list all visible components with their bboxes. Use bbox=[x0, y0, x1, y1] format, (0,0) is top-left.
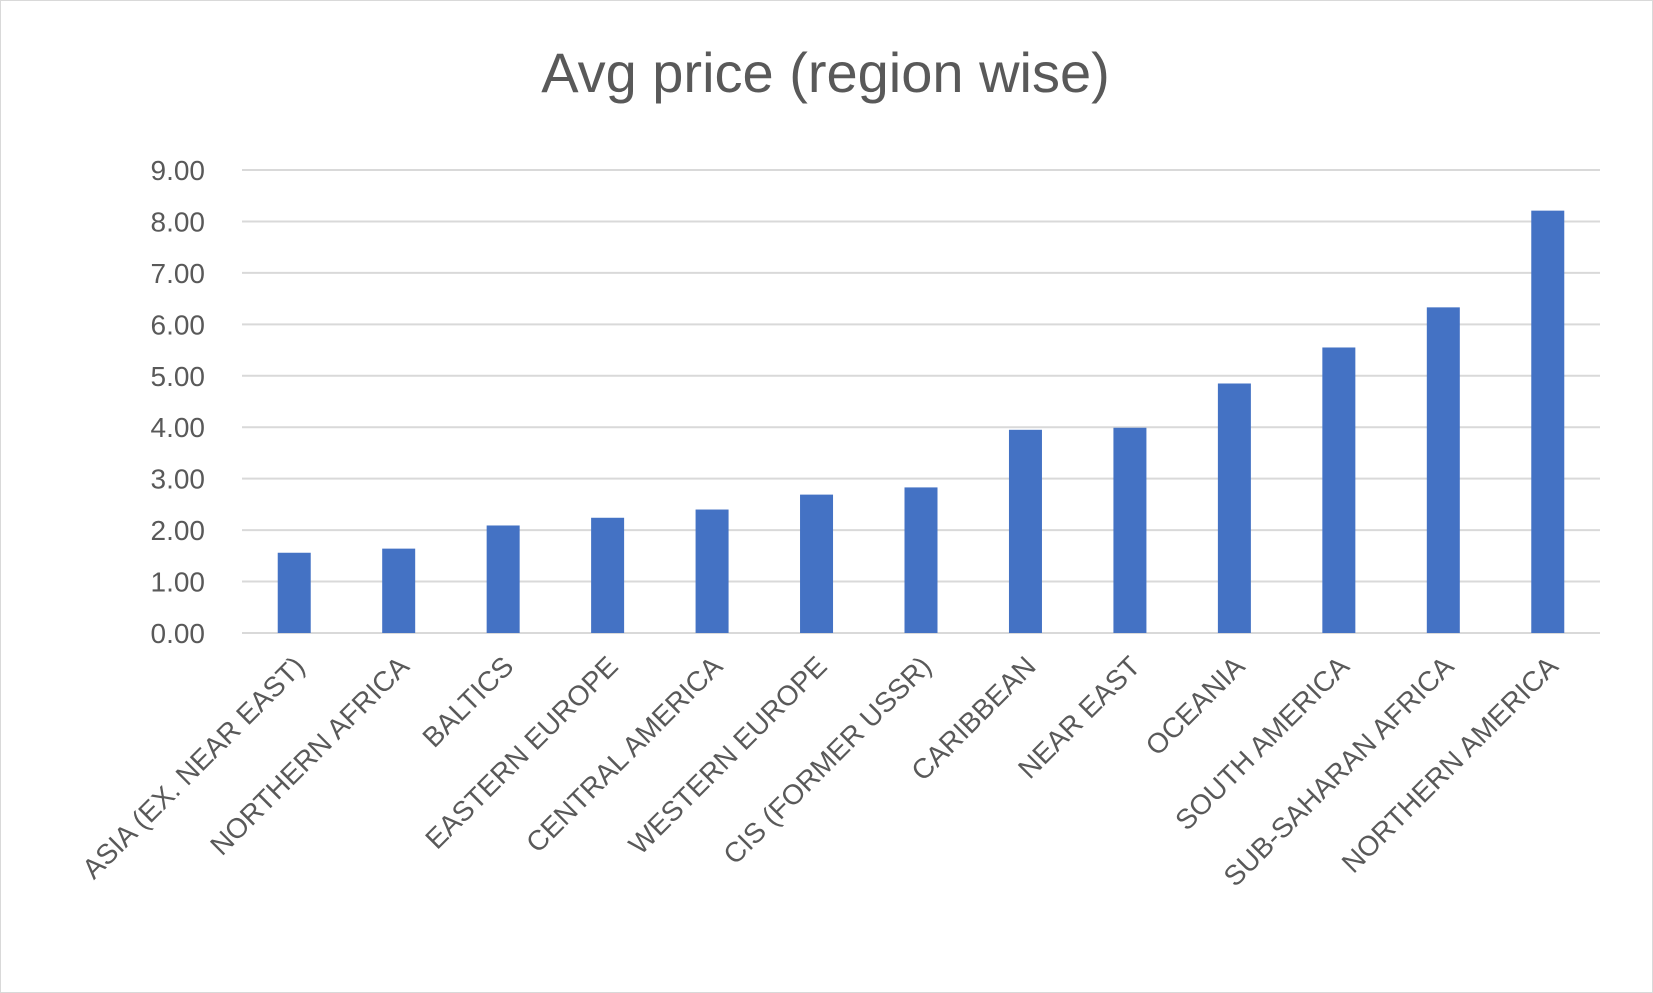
chart-title: Avg price (region wise) bbox=[541, 41, 1110, 104]
x-tick-label: NORTHERN AMERICA bbox=[1336, 650, 1565, 879]
y-axis-ticks: 0.00 1.00 2.00 3.00 4.00 5.00 6.00 7.00 8.00 9.00 bbox=[151, 155, 206, 649]
bar bbox=[486, 525, 520, 633]
bar bbox=[695, 509, 729, 633]
y-tick-label: 5.00 bbox=[151, 361, 206, 392]
bar bbox=[277, 552, 311, 633]
x-tick-label: BALTICS bbox=[416, 650, 519, 753]
bar bbox=[1217, 383, 1251, 633]
bar bbox=[800, 494, 834, 633]
x-axis-ticks: ASIA (EX. NEAR EAST)NORTHERN AFRICA BALTI… bbox=[76, 650, 1564, 892]
y-tick-label: 6.00 bbox=[151, 309, 206, 340]
y-tick-label: 7.00 bbox=[151, 258, 206, 289]
bar bbox=[904, 487, 938, 633]
y-tick-label: 8.00 bbox=[151, 206, 206, 237]
x-tick-label: CENTRAL AMERICA bbox=[520, 650, 728, 858]
bar bbox=[591, 517, 625, 633]
y-tick-label: 0.00 bbox=[151, 618, 206, 649]
bar bbox=[1113, 427, 1147, 633]
y-tick-label: 3.00 bbox=[151, 464, 206, 495]
bar bbox=[1008, 429, 1042, 633]
bar bbox=[382, 548, 416, 633]
x-tick-label: OCEANIA bbox=[1140, 650, 1251, 761]
y-tick-label: 2.00 bbox=[151, 515, 206, 546]
y-tick-label: 9.00 bbox=[151, 155, 206, 186]
x-tick-label: CIS (FORMER USSR) bbox=[717, 650, 937, 870]
bars bbox=[277, 210, 1565, 633]
x-tick-label: WESTERN EUROPE bbox=[623, 650, 833, 860]
bar bbox=[1322, 347, 1356, 633]
y-tick-label: 1.00 bbox=[151, 567, 206, 598]
x-tick-label: NORTHERN AFRICA bbox=[204, 650, 415, 861]
bar bbox=[1426, 307, 1460, 633]
x-tick-label: EASTERN EUROPE bbox=[419, 650, 624, 855]
y-tick-label: 4.00 bbox=[151, 412, 206, 443]
x-tick-label: SOUTH AMERICA bbox=[1169, 650, 1355, 836]
bar bbox=[1531, 210, 1565, 633]
